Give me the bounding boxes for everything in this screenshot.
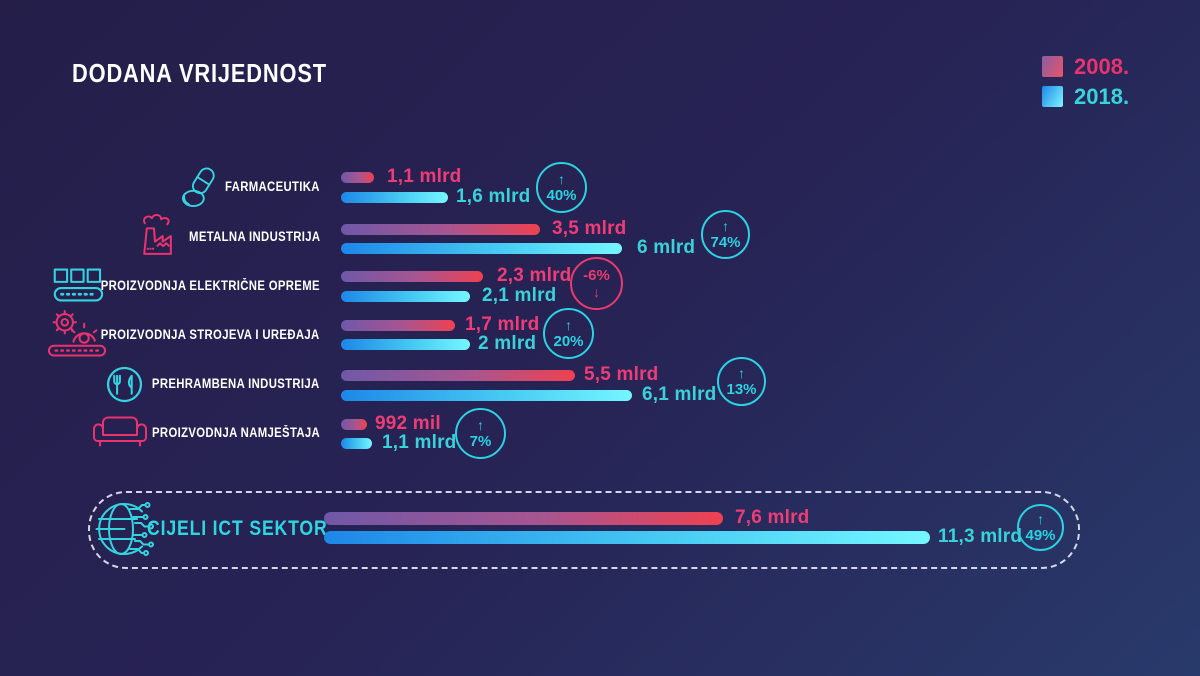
food-icon <box>106 366 143 403</box>
bar-2008 <box>341 271 483 282</box>
value-2018: 2,1 mlrd <box>482 285 557 306</box>
industry-label: PROIZVODNJA ELEKTRIČNE OPREME <box>100 278 320 293</box>
change-badge: -6% ↓ <box>570 257 623 310</box>
value-2008: 3,5 mlrd <box>552 218 627 239</box>
bar-2008 <box>341 370 575 381</box>
gears-icon <box>47 308 107 357</box>
value-2008: 1,1 mlrd <box>387 166 462 187</box>
bar-2018 <box>324 531 930 544</box>
legend: 2008. 2018. <box>1042 54 1130 109</box>
industry-label: PROIZVODNJA STROJEVA I UREĐAJA <box>101 327 320 342</box>
value-2018: 1,1 mlrd <box>382 432 457 453</box>
bar-2018 <box>341 192 448 203</box>
change-percent: 20% <box>553 333 584 350</box>
ict-sector-label: CIJELI ICT SEKTOR <box>147 517 328 540</box>
globe-icon <box>92 497 158 561</box>
bar-2018 <box>341 390 632 401</box>
bar-2018 <box>341 291 470 302</box>
value-2008: 5,5 mlrd <box>584 364 659 385</box>
arrow-up-icon: ↑ <box>558 171 565 187</box>
pills-icon <box>181 165 219 210</box>
change-percent: 49% <box>1025 527 1056 544</box>
value-2008: 1,7 mlrd <box>465 314 540 335</box>
arrow-up-icon: ↑ <box>565 317 572 333</box>
value-2018: 1,6 mlrd <box>456 186 531 207</box>
value-2008: 2,3 mlrd <box>497 265 572 286</box>
value-2018: 11,3 mlrd <box>938 526 1023 547</box>
arrow-down-icon: ↓ <box>593 284 600 300</box>
legend-item-2018: 2018. <box>1042 84 1130 109</box>
change-percent: 7% <box>469 433 492 450</box>
change-percent: 40% <box>546 187 577 204</box>
value-2008: 7,6 mlrd <box>735 507 810 528</box>
change-percent: 13% <box>726 381 757 398</box>
arrow-up-icon: ↑ <box>722 218 729 234</box>
change-percent: -6% <box>583 267 610 284</box>
bar-2008 <box>341 320 455 331</box>
value-2018: 2 mlrd <box>478 333 537 354</box>
value-2008: 992 mil <box>375 413 441 434</box>
value-2018: 6 mlrd <box>637 237 696 258</box>
arrow-up-icon: ↑ <box>477 417 484 433</box>
ict-sector-dashed-frame <box>88 491 1080 569</box>
legend-label-2008: 2008. <box>1074 54 1130 79</box>
legend-swatch-2008 <box>1042 56 1063 77</box>
arrow-up-icon: ↑ <box>738 365 745 381</box>
value-2018: 6,1 mlrd <box>642 384 717 405</box>
change-badge: ↑ 74% <box>701 210 750 259</box>
change-badge: ↑ 13% <box>717 357 766 406</box>
legend-label-2018: 2018. <box>1074 84 1130 109</box>
legend-swatch-2018 <box>1042 86 1063 107</box>
bar-2018 <box>341 438 372 449</box>
change-badge: ↑ 40% <box>536 162 587 213</box>
industry-label: FARMACEUTIKA <box>225 179 320 194</box>
change-badge: ↑ 7% <box>455 408 506 459</box>
change-badge: ↑ 49% <box>1017 504 1064 551</box>
bar-2008 <box>341 172 374 183</box>
industry-label: PROIZVODNJA NAMJEŠTAJA <box>151 425 320 440</box>
bar-2008 <box>324 512 723 525</box>
industry-label: METALNA INDUSTRIJA <box>188 229 320 244</box>
factory-icon <box>132 211 179 258</box>
legend-item-2008: 2008. <box>1042 54 1130 79</box>
change-percent: 74% <box>710 234 741 251</box>
change-badge: ↑ 20% <box>543 308 594 359</box>
industry-label: PREHRAMBENA INDUSTRIJA <box>152 376 320 391</box>
bar-2008 <box>341 224 540 235</box>
page-title: DODANA VRIJEDNOST <box>72 58 327 88</box>
bar-2018 <box>341 339 470 350</box>
conveyor-icon <box>53 268 109 303</box>
sofa-icon <box>93 414 147 449</box>
bar-2008 <box>341 419 367 430</box>
bar-2018 <box>341 243 622 254</box>
arrow-up-icon: ↑ <box>1037 511 1044 527</box>
